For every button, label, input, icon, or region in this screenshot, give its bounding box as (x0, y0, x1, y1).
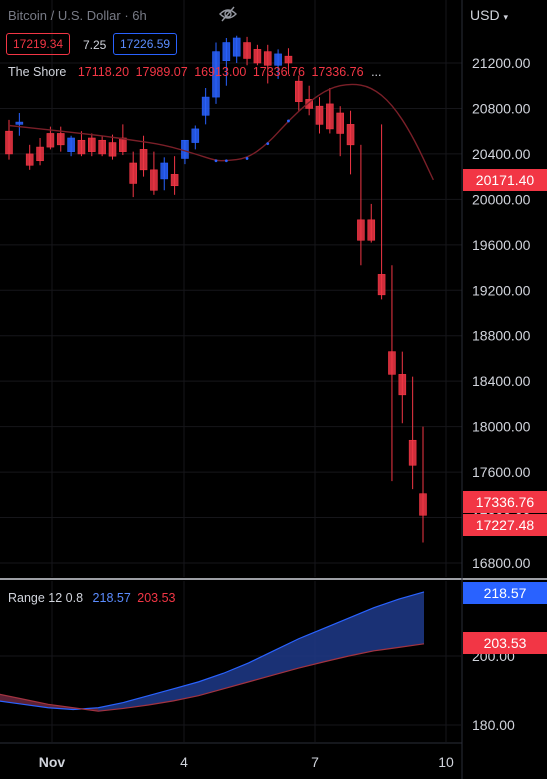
indicator-more: ... (371, 65, 382, 79)
candle-body (212, 51, 220, 98)
candle-body (67, 137, 75, 152)
y-tick-label: 21200.00 (472, 55, 531, 71)
currency-selector[interactable]: USD ▾ (470, 7, 508, 23)
candle-body (181, 139, 189, 159)
spread-value: 7.25 (83, 38, 107, 52)
y-tick-label: 20000.00 (472, 191, 531, 207)
candle-body (398, 374, 407, 396)
candle-body (284, 55, 293, 64)
y-tick-label: 20400.00 (472, 146, 531, 162)
indicator-value: 17118.20 (77, 65, 130, 79)
candle-body (357, 219, 365, 241)
candle-body (367, 219, 376, 241)
y-tick-label: 19600.00 (472, 237, 531, 253)
y-tick-label: 180.00 (472, 717, 515, 733)
y-tick-label: 18400.00 (472, 373, 531, 389)
candle-body (346, 124, 355, 146)
indicator-value: 16913.00 (194, 65, 247, 79)
ask-price-box[interactable]: 17226.59 (113, 33, 178, 55)
range-indicator-legend[interactable]: Range 12 0.8 218.57 203.53 (8, 591, 176, 605)
candle-body (119, 137, 127, 152)
range-tag-2: 203.53 (463, 632, 547, 654)
candle-body (36, 146, 44, 162)
x-tick-label: 7 (311, 754, 319, 770)
curve-point (224, 159, 228, 163)
indicator-value: 17989.07 (135, 65, 188, 79)
candle-body (46, 133, 55, 148)
candle-body (419, 493, 427, 516)
y-tick-label: 18000.00 (472, 419, 531, 435)
candle-body (88, 137, 96, 152)
candle-body (336, 112, 345, 134)
indicator-value: 17336.76 (311, 65, 364, 79)
bid-price-tag: 17227.48 (463, 514, 547, 536)
candle-body (222, 42, 231, 62)
candle-body (377, 274, 386, 296)
range-label: Range 12 0.8 (8, 591, 84, 605)
curve-line (8, 83, 434, 181)
candle-body (170, 174, 179, 187)
y-tick-label: 17600.00 (472, 464, 531, 480)
last-price-tag: 17336.76 (463, 491, 547, 513)
curve-point (287, 119, 290, 123)
range-value-2: 203.53 (137, 591, 176, 605)
candle-body (108, 142, 117, 157)
currency-label: USD (470, 7, 500, 23)
symbol-title: Bitcoin / U.S. Dollar · 6h (8, 8, 147, 23)
range-value-1: 218.57 (92, 591, 131, 605)
range-line-upper (0, 591, 425, 711)
candle-body (139, 149, 148, 171)
curve-point (245, 157, 249, 160)
candle-body (150, 169, 158, 191)
candle-body (326, 103, 334, 130)
candle-body (56, 133, 65, 146)
candle-body (232, 37, 241, 57)
x-tick-label: 10 (438, 754, 454, 770)
candle-body (201, 96, 210, 116)
candle-body (253, 49, 262, 64)
indicator-name: The Shore (8, 65, 67, 79)
chevron-down-icon: ▾ (503, 12, 508, 22)
curve-price-tag: 20171.40 (463, 169, 547, 191)
candle-body (294, 80, 303, 102)
y-tick-label: 18800.00 (472, 328, 531, 344)
candle-body (408, 439, 417, 466)
curve-point (214, 159, 218, 163)
indicator-value: 17336.76 (252, 65, 305, 79)
candle-body (315, 105, 324, 125)
candle-body (274, 53, 282, 66)
bid-price-box[interactable]: 17219.34 (6, 33, 71, 55)
range-line-lower (0, 643, 425, 712)
candle-body (305, 99, 313, 109)
y-tick-label: 19200.00 (472, 282, 531, 298)
candle-body (77, 139, 86, 155)
candle-body (129, 162, 137, 184)
y-tick-label: 16800.00 (472, 555, 531, 571)
candle-body (5, 130, 13, 155)
candle-body (263, 51, 272, 66)
candle-body (243, 42, 251, 59)
hide-icon[interactable] (218, 5, 238, 26)
range-area (0, 591, 424, 712)
candle-body (15, 121, 24, 125)
x-tick-label: Nov (39, 754, 66, 770)
candle-body (388, 351, 396, 375)
candle-body (25, 153, 34, 166)
y-tick-label: 20800.00 (472, 100, 531, 116)
candle-body (160, 162, 169, 180)
curve-point (266, 142, 270, 146)
x-tick-label: 4 (180, 754, 188, 770)
range-tag-1: 218.57 (463, 582, 547, 604)
candle-body (191, 128, 200, 143)
candle-body (98, 139, 106, 155)
indicator-legend[interactable]: The Shore 17118.20 17989.07 16913.00 173… (8, 65, 381, 79)
